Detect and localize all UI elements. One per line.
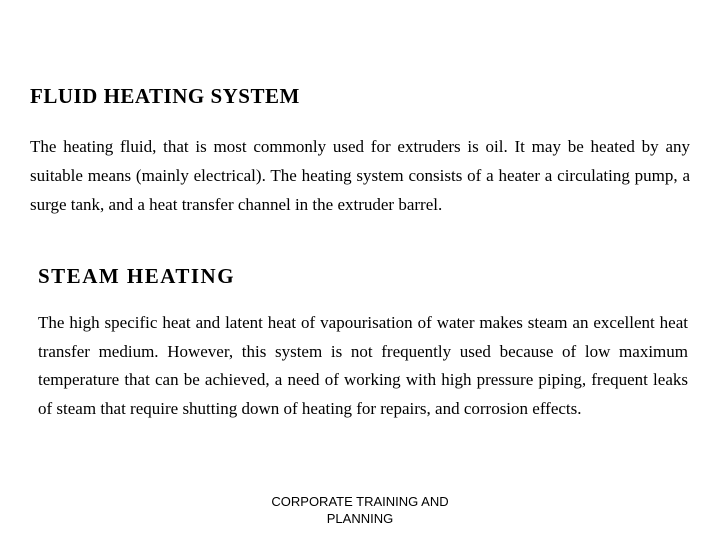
footer-line-1: CORPORATE TRAINING AND xyxy=(0,494,720,511)
footer: CORPORATE TRAINING AND PLANNING xyxy=(0,494,720,528)
footer-line-2: PLANNING xyxy=(0,511,720,528)
paragraph-fluid-heating: The heating fluid, that is most commonly… xyxy=(30,133,690,220)
heading-steam-heating: STEAM HEATING xyxy=(38,264,690,289)
slide-content: FLUID HEATING SYSTEM The heating fluid, … xyxy=(0,0,720,424)
heading-fluid-heating: FLUID HEATING SYSTEM xyxy=(30,84,690,109)
paragraph-steam-heating: The high specific heat and latent heat o… xyxy=(38,309,688,425)
